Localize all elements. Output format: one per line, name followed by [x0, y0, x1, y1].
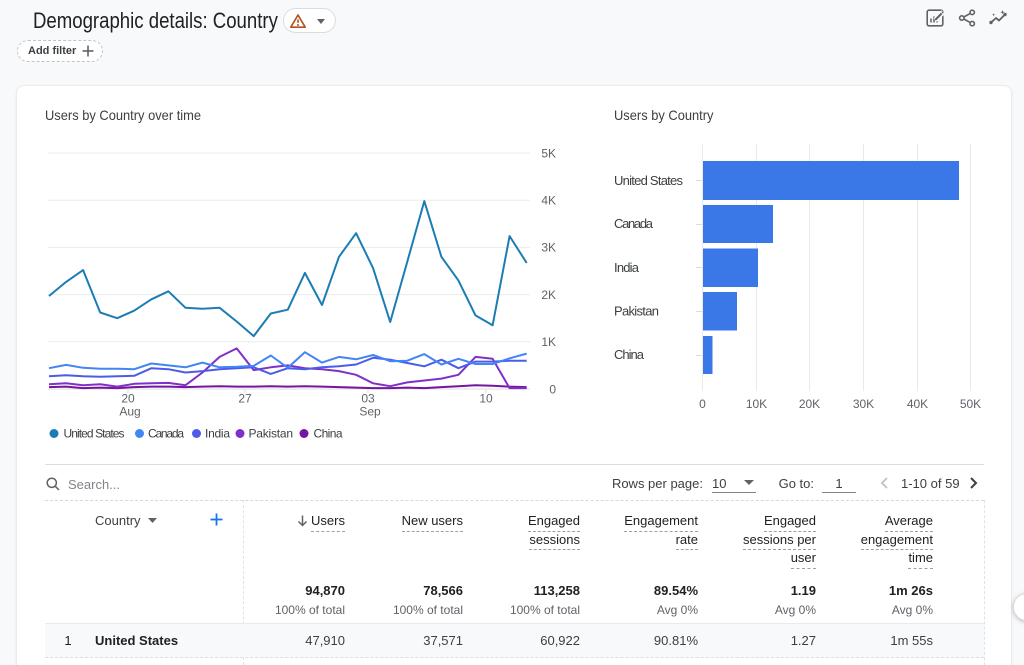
svg-text:1K: 1K — [541, 335, 556, 349]
svg-text:Canada: Canada — [614, 216, 654, 231]
svg-text:3K: 3K — [541, 241, 556, 255]
svg-text:0: 0 — [699, 397, 706, 411]
svg-text:United States: United States — [64, 427, 125, 441]
svg-text:30K: 30K — [853, 397, 874, 411]
svg-text:10K: 10K — [746, 397, 767, 411]
svg-text:Pakistan: Pakistan — [249, 427, 294, 441]
svg-text:China: China — [314, 427, 343, 441]
svg-text:Pakistan: Pakistan — [614, 304, 659, 319]
svg-text:2K: 2K — [541, 288, 556, 302]
svg-text:India: India — [614, 260, 640, 275]
svg-text:50K: 50K — [960, 397, 981, 411]
svg-text:5K: 5K — [541, 146, 556, 160]
svg-text:20: 20 — [121, 392, 135, 406]
svg-text:20K: 20K — [799, 397, 820, 411]
svg-text:Sep: Sep — [359, 405, 381, 419]
svg-text:China: China — [614, 347, 645, 362]
svg-text:0: 0 — [549, 382, 556, 396]
svg-text:10: 10 — [479, 392, 493, 406]
svg-text:United States: United States — [614, 173, 684, 188]
svg-text:4K: 4K — [541, 194, 556, 208]
svg-text:40K: 40K — [907, 397, 928, 411]
svg-text:03: 03 — [361, 392, 375, 406]
svg-text:27: 27 — [238, 392, 252, 406]
svg-text:Aug: Aug — [119, 405, 140, 419]
svg-text:Canada: Canada — [148, 427, 184, 441]
svg-text:India: India — [205, 427, 230, 441]
